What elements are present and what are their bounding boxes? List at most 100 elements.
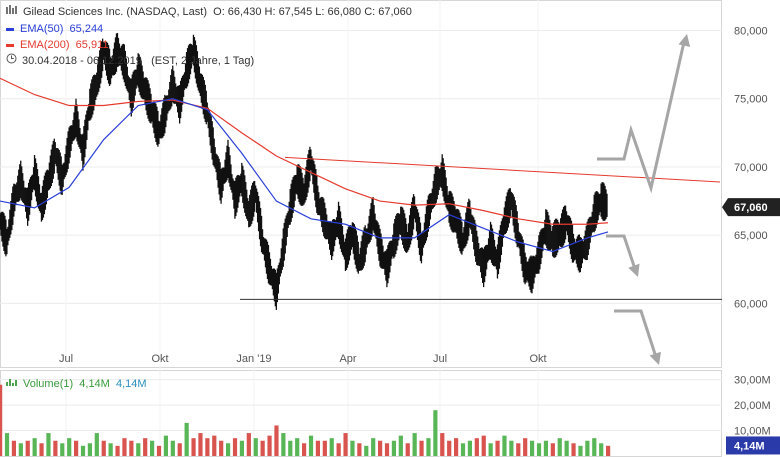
volume-bar: [288, 440, 293, 456]
ema50-value: 65,244: [69, 23, 104, 35]
bearish-arrow-head: [628, 263, 640, 277]
volume-bar: [67, 438, 72, 456]
volume-bar: [74, 440, 79, 456]
grid: [0, 0, 722, 457]
volume-bar: [315, 440, 321, 456]
volume-bar: [350, 440, 355, 456]
volume-bar: [32, 438, 37, 456]
volume-bar: [384, 443, 390, 456]
range-text: 30.04.2018 - 06.12.2019: [22, 55, 142, 67]
volume-bar: [163, 435, 169, 456]
y-tick-label: 75,000: [734, 94, 768, 106]
volume-bar: [129, 440, 134, 456]
volume-bar: [87, 443, 93, 456]
date-range: 30.04.2018 - 06.12.2019 (EST, 2 Jahre, 1…: [6, 53, 254, 69]
volume-bar: [4, 433, 10, 456]
volume-bar: [11, 440, 17, 456]
bar-chart-icon: [6, 4, 18, 20]
volume-bar: [308, 435, 314, 456]
last-volume-label: 4,14M: [734, 440, 765, 452]
volume-bar: [343, 433, 348, 456]
volume-bar: [405, 443, 410, 456]
ema50-swatch: [6, 27, 14, 31]
volume-value-2: 4,14M: [115, 378, 147, 390]
volume-bar: [564, 440, 569, 456]
volume-bar: [232, 438, 238, 456]
volume-bar: [25, 440, 30, 456]
volume-label: Volume(1): [23, 378, 74, 390]
volume-bar: [156, 445, 162, 456]
volume-bar: [391, 440, 397, 456]
volume-bar: [592, 438, 597, 456]
volume-bar: [412, 433, 417, 456]
volume-legend: Volume(1) 4,14M 4,14M: [6, 376, 147, 392]
breakdown-arrow-head: [649, 351, 661, 365]
volume-bar: [253, 438, 258, 456]
volume-bar: [371, 438, 376, 456]
volume-bar: [295, 438, 300, 456]
volume-bar: [143, 438, 148, 456]
volume-bar: [122, 438, 127, 456]
indicator-lines: [0, 77, 609, 253]
volume-bar: [460, 443, 466, 456]
volume-bar: [246, 433, 251, 456]
volume-bars: [0, 384, 611, 456]
volume-bar: [0, 384, 3, 456]
volume-bar: [184, 422, 189, 456]
x-tick-label: Apr: [339, 353, 356, 365]
volume-bar: [585, 440, 590, 456]
volume-bar: [550, 443, 555, 456]
volume-bar: [433, 410, 438, 456]
volume-bar: [426, 438, 431, 456]
volume-bar: [267, 435, 272, 456]
ema50-legend: EMA(50) 65,244: [6, 21, 103, 37]
volume-bar: [205, 438, 210, 456]
volume-bar: [536, 443, 542, 456]
volume-bar: [239, 440, 245, 456]
ema200-legend: EMA(200) 65,911: [6, 37, 108, 53]
bullish-arrow-path: [597, 41, 686, 194]
ema50-line: [0, 98, 609, 253]
volume-bar: [481, 435, 486, 456]
clock-icon: [6, 53, 17, 69]
last-volume-tag: [726, 436, 780, 455]
price-candles: [0, 33, 608, 310]
volume-bar: [488, 443, 493, 456]
breakdown-arrow-path: [614, 309, 657, 355]
volume-bar: [101, 440, 106, 456]
volume-bar: [80, 445, 86, 456]
volume-bar: [260, 440, 265, 456]
volume-value-1: 4,14M: [79, 378, 110, 390]
x-tick-label: Jan '19: [236, 353, 271, 365]
volume-bar: [447, 440, 452, 456]
ema200-line: [0, 77, 609, 225]
volume-bar: [212, 435, 217, 456]
volume-bar: [495, 440, 500, 456]
volume-bar: [329, 438, 334, 456]
volume-tick-label: 10,00M: [734, 426, 771, 438]
volume-bar: [226, 443, 231, 456]
volume-bar: [571, 443, 576, 456]
volume-bar: [60, 443, 65, 456]
volume-bar: [509, 440, 514, 456]
volume-tick-label: 30,00M: [734, 375, 771, 387]
volume-bar: [219, 440, 224, 456]
volume-bar: [336, 443, 341, 456]
volume-bar: [557, 438, 562, 456]
instrument-title: Gilead Sciences Inc. (NASDAQ, Last): [23, 6, 208, 18]
volume-bar: [170, 440, 175, 456]
volume-bar: [523, 438, 528, 456]
y-tick-label: 70,000: [734, 162, 768, 174]
chart-title: Gilead Sciences Inc. (NASDAQ, Last) O: 6…: [6, 4, 412, 20]
volume-bar: [274, 425, 279, 456]
volume-icon: [6, 376, 18, 392]
volume-bar: [419, 440, 424, 456]
trend-annotations: [240, 34, 722, 365]
volume-bar: [18, 443, 23, 456]
volume-bar: [191, 438, 196, 456]
volume-bar: [378, 440, 383, 456]
volume-bar: [454, 438, 459, 456]
last-price-label: 67,060: [734, 202, 768, 214]
volume-bar: [322, 440, 327, 456]
